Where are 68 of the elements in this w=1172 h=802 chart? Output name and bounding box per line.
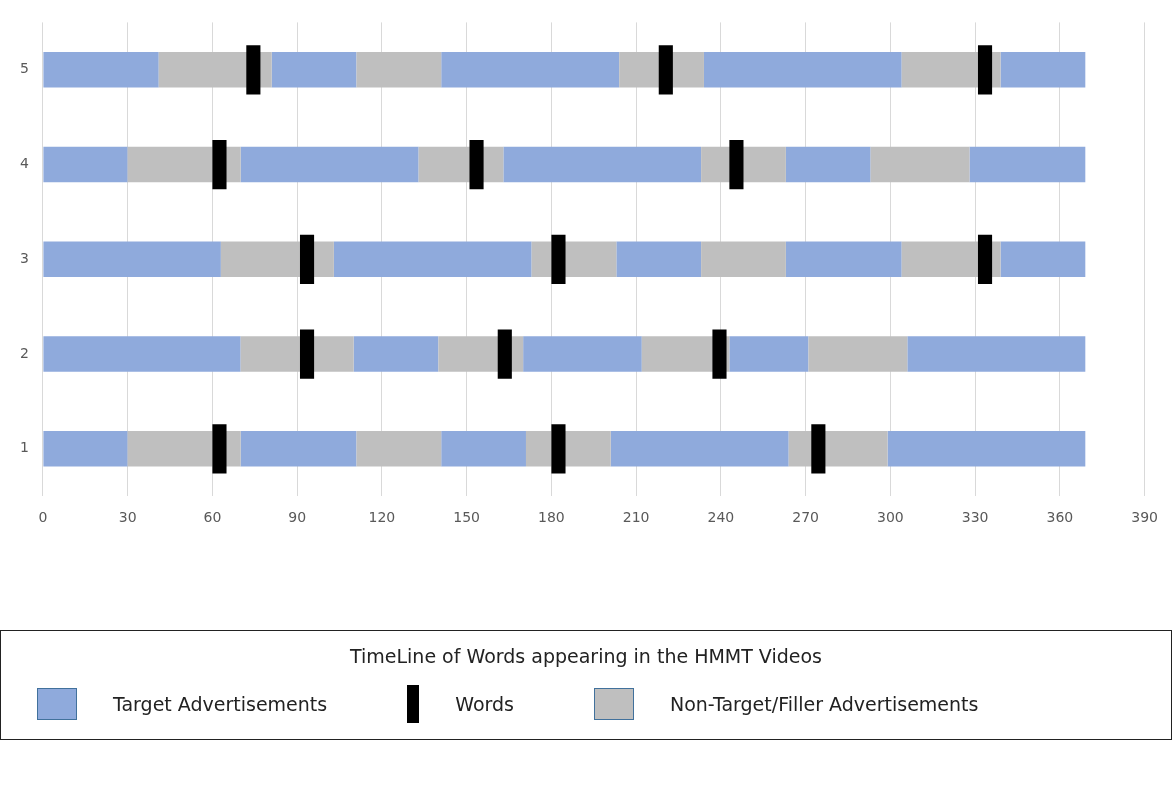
bar bbox=[811, 424, 826, 474]
bar bbox=[551, 234, 566, 284]
bar bbox=[969, 146, 1086, 183]
bar bbox=[610, 431, 789, 467]
bar bbox=[523, 336, 642, 372]
bar bbox=[299, 329, 315, 379]
legend-label: Words bbox=[455, 693, 514, 715]
x-tick-label: 30 bbox=[118, 509, 137, 526]
bar bbox=[441, 431, 526, 467]
bar bbox=[240, 146, 419, 183]
x-tick-label: 120 bbox=[368, 509, 396, 526]
bar bbox=[658, 45, 673, 95]
x-tick-label: 360 bbox=[1046, 509, 1074, 526]
x-tick-label: 90 bbox=[288, 509, 307, 526]
y-tick-label: 4 bbox=[19, 155, 29, 172]
bar bbox=[616, 241, 702, 278]
bar bbox=[246, 45, 261, 95]
x-tick-label: 60 bbox=[203, 509, 222, 526]
bar bbox=[503, 146, 702, 183]
y-tick-label: 1 bbox=[19, 439, 29, 456]
bar bbox=[43, 241, 221, 278]
bar bbox=[712, 329, 727, 379]
bar bbox=[977, 45, 993, 95]
bar bbox=[43, 431, 128, 467]
x-tick-label: 270 bbox=[792, 509, 820, 526]
bar bbox=[785, 241, 902, 278]
bar bbox=[43, 146, 128, 183]
bar bbox=[729, 139, 744, 190]
y-tick-label: 3 bbox=[19, 249, 29, 266]
bar bbox=[808, 336, 908, 372]
x-tick-label: 330 bbox=[961, 509, 989, 526]
bar bbox=[907, 336, 1086, 372]
bar bbox=[299, 234, 315, 284]
legend-title: TimeLine of Words appearing in the HMMT Videos bbox=[349, 645, 823, 667]
bar bbox=[729, 336, 809, 372]
x-tick-label: 300 bbox=[877, 509, 904, 526]
y-tick-label: 5 bbox=[19, 60, 29, 77]
y-tick-label: 2 bbox=[19, 344, 29, 361]
bar bbox=[497, 329, 512, 379]
bar bbox=[469, 139, 484, 190]
bar bbox=[353, 336, 439, 372]
x-tick-label: 150 bbox=[453, 509, 481, 526]
bar bbox=[551, 424, 566, 474]
bar bbox=[1000, 52, 1086, 88]
bar bbox=[703, 52, 902, 88]
x-tick-label: 180 bbox=[538, 509, 565, 526]
bar bbox=[356, 52, 442, 88]
legend-label: Target Advertisements bbox=[113, 693, 328, 715]
bar bbox=[785, 146, 871, 183]
bar bbox=[240, 431, 357, 467]
x-tick-label: 0 bbox=[38, 509, 48, 526]
bar bbox=[701, 241, 786, 278]
bar bbox=[212, 424, 227, 474]
bar bbox=[870, 146, 970, 183]
bar bbox=[333, 241, 532, 278]
bar bbox=[441, 52, 620, 88]
legend-label: Non-Target/Filler Advertisements bbox=[669, 693, 979, 715]
bar bbox=[212, 139, 227, 190]
bar bbox=[356, 431, 442, 467]
x-tick-label: 390 bbox=[1131, 509, 1159, 526]
bar bbox=[1000, 241, 1086, 278]
bar bbox=[887, 431, 1086, 467]
x-tick-label: 240 bbox=[707, 509, 735, 526]
bar bbox=[43, 52, 159, 88]
bar bbox=[977, 234, 993, 284]
x-tick-label: 210 bbox=[622, 509, 650, 526]
bar bbox=[271, 52, 357, 88]
bar bbox=[43, 336, 241, 372]
